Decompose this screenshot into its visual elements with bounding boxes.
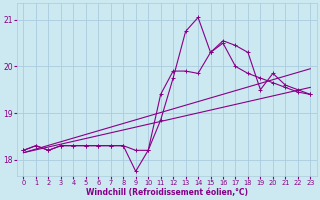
X-axis label: Windchill (Refroidissement éolien,°C): Windchill (Refroidissement éolien,°C) xyxy=(86,188,248,197)
